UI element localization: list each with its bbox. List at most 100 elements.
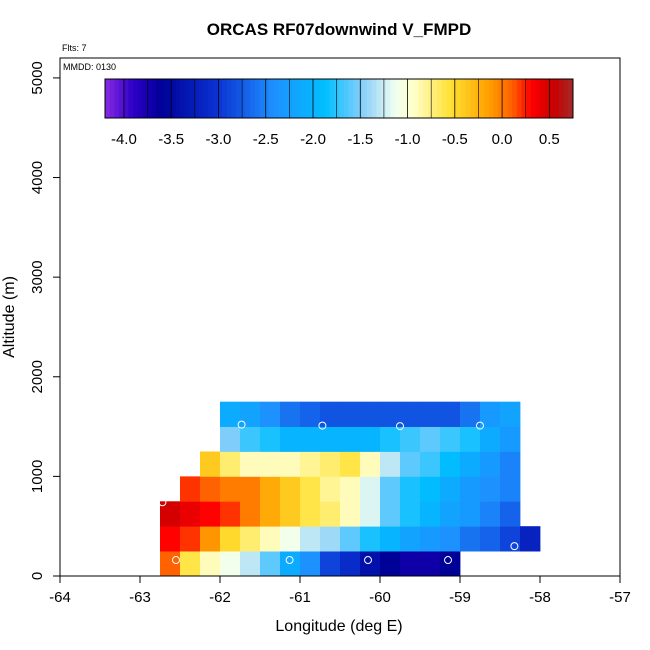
- heatmap-cell: [380, 426, 401, 452]
- heatmap-cell: [360, 401, 381, 427]
- colorbar-segment: [554, 79, 560, 118]
- heatmap-cell: [500, 426, 521, 452]
- flights-annotation: Flts: 7: [62, 43, 87, 53]
- colorbar-segment: [516, 79, 523, 118]
- colorbar-segment: [310, 79, 317, 118]
- heatmap-cell: [220, 526, 241, 552]
- colorbar-segment: [521, 79, 527, 118]
- colorbar-ticks: -4.0 -3.5 -3.0 -2.5 -2.0 -1.5 -1.0 -0.5 0.0 0.5: [111, 79, 574, 148]
- colorbar-segment: [418, 79, 424, 118]
- colorbar-segment: [371, 79, 377, 118]
- heatmap-cells: [160, 401, 541, 577]
- flight-marker: [510, 542, 519, 551]
- heatmap-cell: [220, 476, 241, 502]
- heatmap-cell: [460, 401, 481, 427]
- heatmap-cell: [500, 401, 521, 427]
- heatmap-cell: [500, 451, 521, 477]
- colorbar-segment: [236, 79, 242, 118]
- colorbar-segment: [161, 79, 167, 118]
- heatmap-cell: [440, 501, 461, 527]
- heatmap-cell: [340, 551, 361, 577]
- colorbar-segment: [423, 79, 429, 118]
- colorbar-segment: [395, 79, 401, 118]
- heatmap-cell: [320, 426, 341, 452]
- flight-marker: [364, 556, 372, 565]
- colorbar-segment: [498, 79, 504, 118]
- colorbar-segment: [203, 79, 209, 118]
- heatmap-cell: [200, 526, 221, 552]
- heatmap-cell: [440, 551, 461, 577]
- heatmap-cell: [400, 526, 421, 552]
- heatmap-cell: [440, 401, 461, 427]
- heatmap-cell: [340, 501, 361, 527]
- colorbar-segment: [175, 79, 181, 118]
- heatmap-cell: [160, 551, 181, 577]
- colorbar-segment: [301, 79, 307, 118]
- colorbar-tick-label: 0.0: [492, 131, 513, 148]
- heatmap-cell: [280, 476, 301, 502]
- heatmap-cell: [480, 501, 501, 527]
- x-tick-label: -60: [369, 589, 391, 606]
- colorbar-segment: [105, 79, 111, 118]
- x-tick-label: -63: [129, 589, 151, 606]
- colorbar-tick-label: -3.5: [158, 131, 184, 148]
- y-tick-label: 4000: [29, 161, 46, 194]
- colorbar-segment: [474, 79, 480, 118]
- heatmap-cell: [200, 551, 221, 577]
- heatmap-cell: [200, 501, 221, 527]
- heatmap-cell: [260, 501, 281, 527]
- colorbar-segment: [259, 79, 265, 118]
- heatmap-cell: [300, 476, 321, 502]
- colorbar-segment: [324, 79, 331, 118]
- y-tick-label: 0: [29, 572, 46, 580]
- heatmap-cell: [240, 451, 261, 477]
- colorbar-segment: [526, 79, 532, 118]
- colorbar-segment: [479, 79, 485, 118]
- colorbar-segment: [390, 79, 396, 118]
- heatmap-cell: [420, 451, 441, 477]
- heatmap-cell: [220, 426, 241, 452]
- heatmap-cell: [180, 551, 201, 577]
- heatmap-cell: [320, 451, 341, 477]
- colorbar-tick-label: -2.5: [253, 131, 279, 148]
- heatmap-cell: [200, 451, 221, 477]
- colorbar-segment: [151, 79, 157, 118]
- x-tick-label: -64: [49, 589, 71, 606]
- colorbar-segment: [544, 79, 551, 118]
- colorbar-segment: [147, 79, 153, 118]
- colorbar-segment: [268, 79, 274, 118]
- colorbar-segment: [353, 79, 359, 118]
- colorbar-segment: [558, 79, 565, 118]
- colorbar-segment: [165, 79, 172, 118]
- heatmap-cell: [420, 401, 441, 427]
- colorbar-segment: [320, 79, 326, 118]
- colorbar-segment: [376, 79, 382, 118]
- heatmap-cell: [400, 551, 421, 577]
- colorbar-segment: [123, 79, 129, 118]
- heatmap-cell: [400, 451, 421, 477]
- x-tick-label: -57: [609, 589, 631, 606]
- heatmap-cell: [480, 401, 501, 427]
- heatmap-cell: [180, 501, 201, 527]
- y-axis-label: Altitude (m): [1, 276, 18, 358]
- y-tick-label: 5000: [29, 61, 46, 94]
- heatmap-cell: [280, 426, 301, 452]
- chart-title: ORCAS RF07downwind V_FMPD: [207, 20, 471, 39]
- colorbar-segment: [367, 79, 373, 118]
- colorbar-segment: [179, 79, 186, 118]
- colorbar-segment: [404, 79, 410, 118]
- heatmap-cell: [480, 526, 501, 552]
- heatmap-cell: [460, 451, 481, 477]
- colorbar-segment: [451, 79, 457, 118]
- y-axis: 0 1000 2000 3000 4000 5000: [29, 61, 60, 580]
- colorbar-segment: [465, 79, 471, 118]
- heatmap-cell: [440, 476, 461, 502]
- heatmap-cell: [340, 451, 361, 477]
- x-tick-label: -59: [449, 589, 471, 606]
- y-tick-label: 2000: [29, 360, 46, 393]
- colorbar-segment: [535, 79, 541, 118]
- heatmap-cell: [280, 451, 301, 477]
- flight-marker: [318, 421, 327, 430]
- colorbar-segment: [184, 79, 190, 118]
